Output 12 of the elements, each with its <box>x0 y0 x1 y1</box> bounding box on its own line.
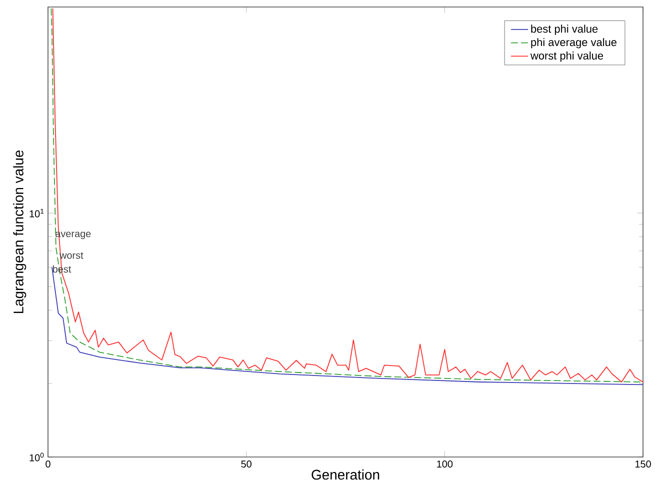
x-tick-label: 100 <box>437 460 453 468</box>
y-axis-title: Lagrangean function value <box>13 150 26 314</box>
legend-label: best phi value <box>531 24 598 35</box>
legend-label: phi average value <box>531 38 616 48</box>
x-tick-label: 0 <box>46 460 50 468</box>
x-tick-label: 150 <box>635 460 651 468</box>
y-tick-label: 10$^{1}$ <box>30 208 44 218</box>
y-tick-label: 10$^{0}$ <box>30 452 44 462</box>
x-tick-label: 50 <box>241 460 252 468</box>
line-series <box>52 266 644 386</box>
x-axis-title: Generation <box>312 469 380 480</box>
legend-label: worst phi value <box>530 52 604 62</box>
